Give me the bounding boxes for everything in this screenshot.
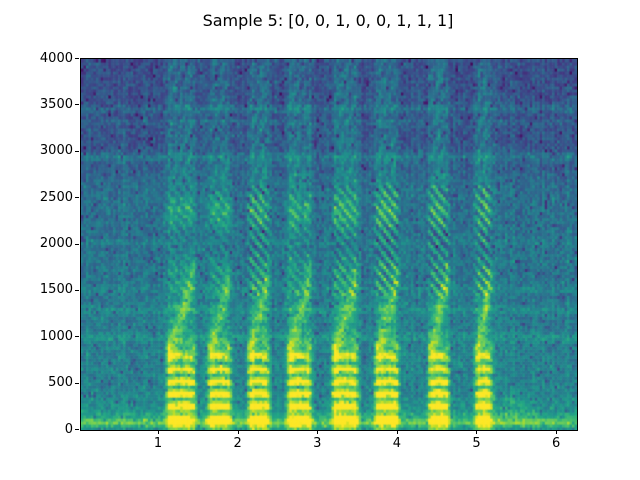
chart-title: Sample 5: [0, 0, 1, 0, 0, 1, 1, 1] [202, 11, 454, 30]
x-tick-label: 4 [392, 436, 401, 451]
y-tick-label: 4000 [39, 50, 73, 66]
y-tick-mark [75, 58, 79, 59]
x-tick-mark [317, 430, 319, 434]
y-tick-label: 500 [48, 375, 73, 391]
x-tick-label: 6 [551, 436, 561, 451]
x-tick-mark [158, 430, 160, 434]
y-tick-label: 1500 [39, 282, 73, 298]
y-tick-mark [75, 197, 79, 199]
x-tick-label: 1 [153, 436, 163, 451]
y-tick-label: 0 [64, 421, 73, 437]
y-tick-mark [75, 336, 79, 338]
y-tick-label: 1000 [39, 328, 73, 344]
plot-area [80, 58, 578, 431]
y-tick-label: 3500 [39, 96, 73, 112]
y-tick-mark [75, 243, 79, 245]
x-tick-mark [237, 430, 239, 434]
x-tick-mark [476, 430, 478, 434]
y-tick-mark [75, 104, 79, 106]
y-tick-label: 3000 [39, 143, 73, 159]
x-tick-mark [556, 430, 558, 434]
y-tick-mark [75, 289, 79, 291]
x-tick-mark [396, 430, 398, 434]
y-tick-label: 2500 [39, 189, 73, 205]
x-tick-label: 3 [313, 436, 322, 451]
x-tick-label: 5 [472, 436, 481, 451]
x-tick-label: 2 [233, 436, 242, 451]
y-tick-mark [75, 382, 79, 384]
spectrogram-image [81, 59, 577, 430]
y-tick-mark [75, 429, 79, 430]
y-tick-label: 2000 [39, 236, 73, 251]
y-tick-mark [75, 150, 79, 152]
